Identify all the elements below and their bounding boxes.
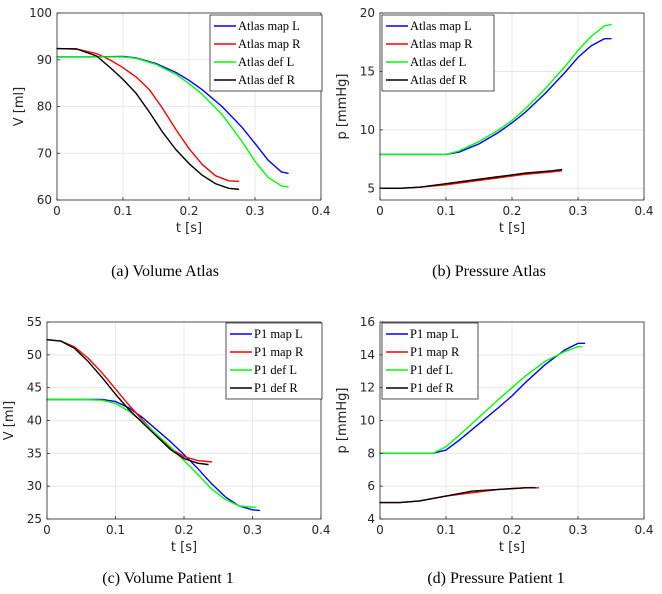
series-line-3 — [379, 168, 563, 190]
series-line-1 — [56, 47, 240, 182]
y-tick-label: 45 — [27, 381, 42, 395]
series-line-2 — [379, 345, 582, 455]
y-tick-label: 55 — [27, 315, 42, 329]
x-tick-label: 0.2 — [502, 204, 521, 218]
chart-panel-3: 0 0.1 0.2 0.3 0.4 4 6 8 10 12 14 16 t [s] p [mmHg] P1 … — [335, 315, 654, 587]
y-tick-label: 30 — [27, 479, 42, 493]
legend-label: Atlas map L — [410, 19, 472, 33]
series-line-1 — [46, 339, 213, 463]
y-tick-label: 12 — [360, 381, 375, 395]
legend-box — [209, 14, 323, 92]
x-axis-label: t [s] — [499, 221, 525, 236]
series-line-3 — [46, 339, 209, 466]
chart-panel-0: 0 0.1 0.2 0.3 0.4 60 70 80 90 100 t [s] V [ml] Atlas… — [12, 6, 331, 280]
y-axis-label: p [mmHg] — [335, 388, 350, 454]
subfigure-caption: (a) Volume Atlas — [111, 263, 219, 280]
legend-label: P1 def R — [410, 381, 454, 395]
legend-label: P1 map L — [254, 327, 303, 341]
legend-box — [381, 322, 479, 400]
legend: Atlas map L Atlas map R Atlas def L Atlas d… — [381, 14, 495, 92]
legend-label: Atlas def R — [238, 73, 296, 87]
x-tick-label: 0.2 — [179, 204, 198, 218]
chart-panel-1: 0 0.1 0.2 0.3 0.4 5 10 15 20 t [s] p [mmHg] Atlas m… — [335, 6, 654, 280]
legend-label: P1 def L — [410, 363, 453, 377]
subfigure-caption: (b) Pressure Atlas — [432, 263, 546, 280]
y-axis-label: V [ml] — [2, 401, 17, 440]
legend-label: Atlas map R — [238, 37, 301, 51]
subfigure-caption: (c) Volume Patient 1 — [102, 570, 233, 587]
y-tick-label: 6 — [367, 479, 375, 493]
legend-label: Atlas map L — [238, 19, 300, 33]
legend-label: Atlas def L — [410, 55, 466, 69]
x-tick-label: 0.1 — [113, 204, 132, 218]
y-tick-label: 25 — [27, 512, 42, 526]
series-line-3 — [379, 487, 536, 504]
x-tick-label: 0.1 — [106, 523, 125, 537]
x-tick-label: 0 — [376, 204, 384, 218]
legend-label: Atlas def L — [238, 55, 294, 69]
y-tick-label: 35 — [27, 446, 42, 460]
y-tick-label: 15 — [360, 64, 375, 78]
x-tick-label: 0.1 — [436, 204, 455, 218]
legend: P1 map L P1 map R P1 def L P1 def R — [381, 322, 479, 400]
series-line-2 — [56, 56, 289, 188]
y-tick-label: 50 — [27, 348, 42, 362]
legend-label: P1 map L — [410, 327, 459, 341]
x-tick-label: 0.2 — [502, 523, 521, 537]
x-axis-label: t [s] — [499, 540, 525, 555]
y-tick-label: 70 — [37, 146, 52, 160]
x-tick-label: 0 — [53, 204, 61, 218]
y-tick-label: 14 — [360, 348, 375, 362]
legend-label: P1 map R — [410, 345, 460, 359]
y-tick-label: 16 — [360, 315, 375, 329]
x-tick-label: 0.1 — [436, 523, 455, 537]
series-line-2 — [46, 398, 257, 508]
legend-label: P1 def R — [254, 381, 298, 395]
y-tick-label: 4 — [367, 512, 375, 526]
y-axis-label: V [ml] — [12, 87, 27, 126]
series-line-2 — [379, 23, 612, 156]
legend: P1 map L P1 map R P1 def L P1 def R — [225, 322, 323, 400]
subfigure-caption: (d) Pressure Patient 1 — [427, 570, 564, 587]
y-tick-label: 80 — [37, 100, 52, 114]
y-tick-label: 5 — [367, 181, 375, 195]
y-tick-label: 60 — [37, 193, 52, 207]
series-line-0 — [46, 398, 261, 512]
x-tick-label: 0.3 — [568, 523, 587, 537]
series-line-3 — [56, 47, 240, 190]
legend: Atlas map L Atlas map R Atlas def L Atlas d… — [209, 14, 323, 92]
y-tick-label: 40 — [27, 414, 42, 428]
y-tick-label: 10 — [360, 123, 375, 137]
chart-panel-2: 0 0.1 0.2 0.3 0.4 25 30 35 40 45 50 55 t [s] V [ml] P1… — [2, 315, 331, 587]
y-tick-label: 8 — [367, 446, 375, 460]
y-tick-label: 10 — [360, 414, 375, 428]
x-axis-label: t [s] — [171, 540, 197, 555]
legend-box — [381, 14, 495, 92]
legend-label: P1 map R — [254, 345, 304, 359]
legend-label: Atlas def R — [410, 73, 468, 87]
x-tick-label: 0.3 — [245, 204, 264, 218]
legend-box — [225, 322, 323, 400]
x-tick-label: 0.2 — [174, 523, 193, 537]
x-tick-label: 0.4 — [634, 523, 653, 537]
legend-label: Atlas map R — [410, 37, 473, 51]
y-tick-label: 20 — [360, 6, 375, 20]
y-tick-label: 100 — [29, 6, 52, 20]
x-tick-label: 0 — [43, 523, 51, 537]
x-tick-label: 0.3 — [243, 523, 262, 537]
y-axis-label: p [mmHg] — [335, 74, 350, 140]
x-tick-label: 0.4 — [311, 523, 330, 537]
x-axis-label: t [s] — [176, 221, 202, 236]
x-tick-label: 0.3 — [568, 204, 587, 218]
x-tick-label: 0.4 — [634, 204, 653, 218]
legend-label: P1 def L — [254, 363, 297, 377]
x-tick-label: 0 — [376, 523, 384, 537]
y-tick-label: 90 — [37, 53, 52, 67]
x-tick-label: 0.4 — [311, 204, 330, 218]
